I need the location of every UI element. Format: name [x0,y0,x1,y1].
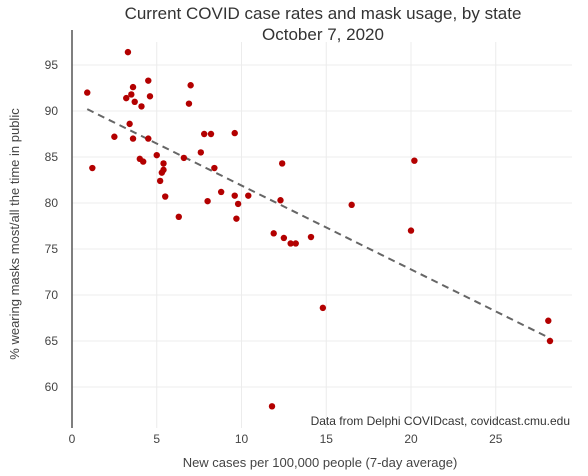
data-point [89,164,96,172]
x-tick-label: 10 [235,432,249,446]
data-point [217,188,225,196]
data-point [307,233,315,241]
data-point [407,227,415,234]
data-point [187,82,194,89]
data-point [234,200,242,208]
data-point [201,130,208,138]
data-point [411,157,418,164]
data-point [145,135,152,142]
x-tick-label: 25 [489,432,503,446]
source-annotation: Data from Delphi COVIDcast, covidcast.cm… [311,414,570,428]
data-point [146,93,154,100]
data-point [138,103,145,110]
data-point [278,160,286,167]
data-point [545,317,552,324]
data-point [160,160,167,167]
data-point [124,48,132,56]
data-point [348,201,355,209]
data-point [131,98,138,106]
data-point [207,130,215,138]
y-axis-label: % wearing masks most/all the time in pub… [7,108,22,360]
data-point [277,197,284,204]
data-point [546,337,554,345]
data-point [175,213,182,220]
data-point [245,192,252,199]
data-point [180,154,188,162]
data-points [84,48,554,410]
trend-line-group [86,108,551,340]
x-tick-label: 20 [404,432,418,446]
x-tick-label: 5 [153,432,160,446]
data-point [145,77,152,84]
data-point [126,120,133,128]
data-point [231,129,238,137]
data-point [129,83,137,91]
data-point [287,240,294,247]
data-point [280,234,288,242]
data-point [156,177,164,185]
y-tick-label: 95 [45,58,59,72]
data-point [231,192,238,199]
data-point [292,240,299,247]
data-point [84,89,91,96]
data-point [111,133,118,140]
data-point [129,135,137,142]
y-tick-label: 70 [45,288,59,302]
x-axis-label: New cases per 100,000 people (7-day aver… [183,455,458,470]
y-tick-label: 80 [45,196,59,210]
data-point [162,193,169,200]
data-point [233,215,240,222]
trend-line [86,108,551,340]
data-point [211,164,218,172]
data-point [128,91,135,98]
data-point [160,166,167,174]
x-tick-label: 0 [69,432,76,446]
y-tick-label: 75 [45,242,59,256]
y-tick-label: 60 [45,380,59,394]
y-tick-label: 65 [45,334,59,348]
chart-title: Current COVID case rates and mask usage,… [125,4,522,23]
data-point [204,197,211,205]
data-point [268,403,276,410]
data-point [185,100,193,107]
data-point [139,158,147,165]
y-tick-label: 90 [45,104,59,118]
data-point [270,230,277,237]
data-point [319,304,327,312]
grid-lines [72,42,572,428]
y-tick-label: 85 [45,150,59,164]
data-point [123,94,130,102]
tick-labels: 0 5 10 15 20 25 60 65 70 75 80 85 90 95 [45,58,503,446]
chart-subtitle: October 7, 2020 [262,25,384,44]
data-point [153,151,160,159]
x-tick-label: 15 [320,432,334,446]
data-point [197,149,205,156]
